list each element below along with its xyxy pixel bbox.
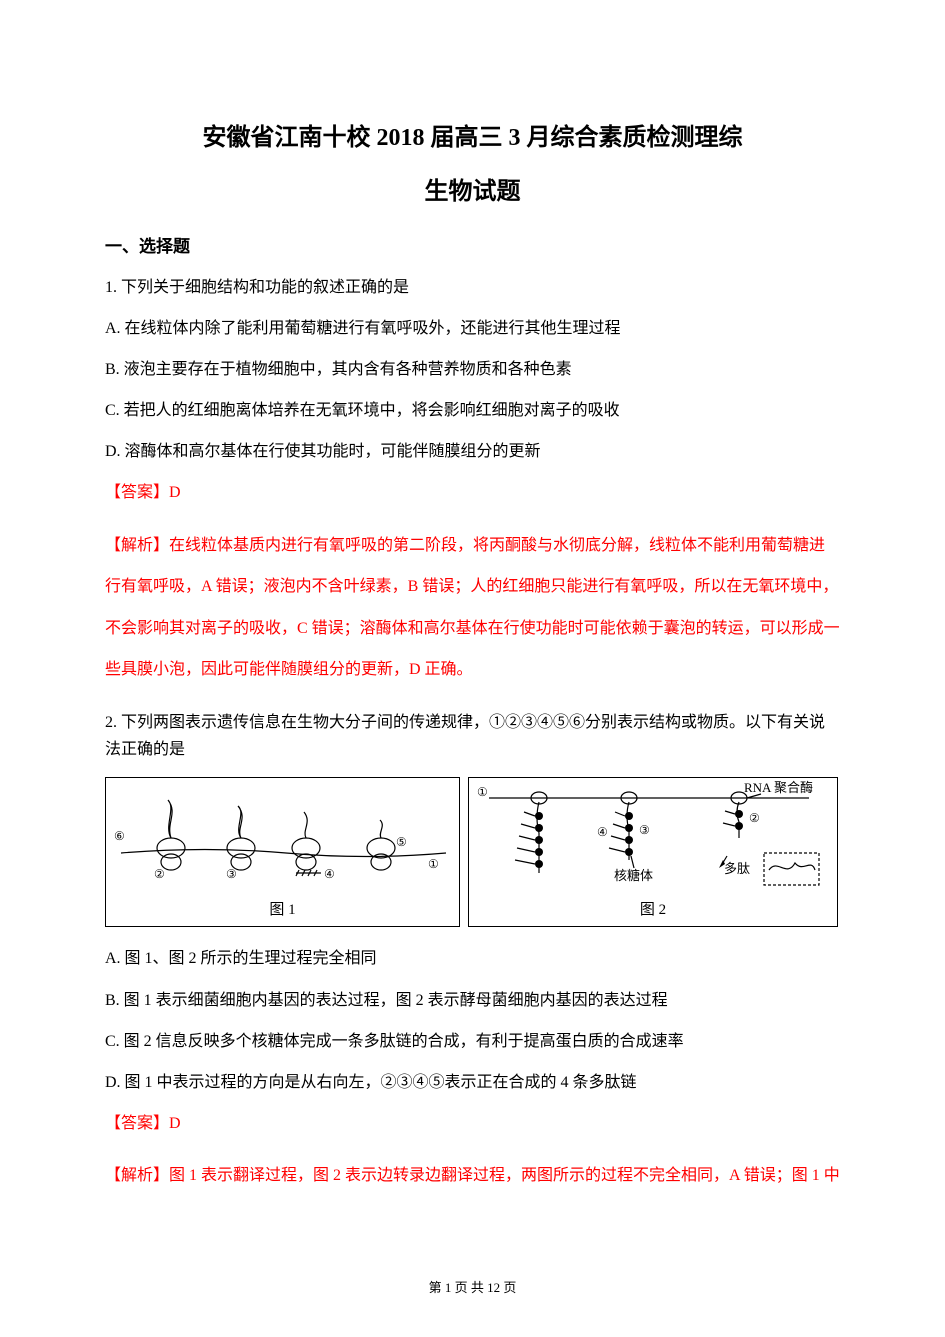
fig1-ribosome-4: ⑤ (367, 820, 407, 870)
doc-title-line1: 安徽省江南十校 2018 届高三 3 月综合素质检测理综 (105, 120, 840, 156)
fig1-rlabel-1: ② (154, 867, 165, 881)
q1-option-a: A. 在线粒体内除了能利用葡萄糖进行有氧呼吸外，还能进行其他生理过程 (105, 315, 840, 342)
fig2-group-3: ② (723, 802, 760, 838)
doc-title-line2: 生物试题 (105, 174, 840, 210)
fig1-rlabel-3: ④ (324, 867, 335, 881)
q1-analysis-text: 在线粒体基质内进行有氧呼吸的第二阶段，将丙酮酸与水彻底分解，线粒体不能利用葡萄糖… (105, 537, 840, 679)
q2-answer: 【答案】D (105, 1110, 840, 1137)
fig2-poly-label: 多肽 (724, 861, 750, 876)
fig1-label-1: ① (428, 857, 439, 871)
fig1-ribosome-3: ④ (292, 812, 335, 881)
q2-option-a: A. 图 1、图 2 所示的生理过程完全相同 (105, 945, 840, 972)
q1-answer-label: 【答案】 (105, 484, 169, 501)
q1-analysis: 【解析】在线粒体基质内进行有氧呼吸的第二阶段，将丙酮酸与水彻底分解，线粒体不能利… (105, 525, 840, 691)
footer-prefix: 第 (429, 1280, 445, 1295)
figure-row: ⑥ ① ② ③ (105, 777, 840, 927)
fig2-group-1 (515, 802, 543, 873)
q1-analysis-label: 【解析】 (105, 537, 169, 554)
q1-option-c: C. 若把人的红细胞离体培养在无氧环境中，将会影响红细胞对离子的吸收 (105, 397, 840, 424)
fig1-ribosome-1: ② (154, 800, 185, 881)
fig2-label-1: ① (477, 785, 488, 799)
figure-2: ① RNA 聚合酶 (468, 777, 838, 927)
q2-answer-label: 【答案】 (105, 1115, 169, 1132)
fig2-caption: 图 2 (640, 899, 666, 922)
figure-1: ⑥ ① ② ③ (105, 777, 460, 927)
q2-stem: 2. 下列两图表示遗传信息在生物大分子间的传递规律，①②③④⑤⑥分别表示结构或物… (105, 709, 840, 763)
fig1-caption: 图 1 (269, 899, 295, 922)
q1-answer: 【答案】D (105, 479, 840, 506)
q2-option-b: B. 图 1 表示细菌细胞内基因的表达过程，图 2 表示酵母菌细胞内基因的表达过… (105, 987, 840, 1014)
q2-analysis-label: 【解析】 (105, 1167, 169, 1184)
q2-analysis-text: 图 1 表示翻译过程，图 2 表示边转录边翻译过程，两图所示的过程不完全相同，A… (169, 1167, 840, 1184)
footer-suffix: 页 (500, 1280, 516, 1295)
fig2-label-2: ② (749, 811, 760, 825)
q1-option-b: B. 液泡主要存在于植物细胞中，其内含有各种营养物质和各种色素 (105, 356, 840, 383)
footer-mid: 页 共 (451, 1280, 487, 1295)
fig1-rlabel-2: ③ (226, 867, 237, 881)
figure-1-svg: ⑥ ① ② ③ (106, 778, 461, 908)
q2-option-d: D. 图 1 中表示过程的方向是从右向左，②③④⑤表示正在合成的 4 条多肽链 (105, 1069, 840, 1096)
fig2-group-2: ④ ③ (597, 802, 650, 860)
q1-answer-value: D (169, 484, 181, 501)
q2-answer-value: D (169, 1115, 181, 1132)
fig1-ribosome-2: ③ (226, 806, 255, 881)
section-heading: 一、选择题 (105, 234, 840, 260)
q1-stem: 1. 下列关于细胞结构和功能的叙述正确的是 (105, 274, 840, 301)
fig1-rlabel-4: ⑤ (396, 835, 407, 849)
fig2-label-rna-poly: RNA 聚合酶 (744, 780, 813, 795)
fig1-label-6: ⑥ (114, 829, 125, 843)
figure-2-svg: ① RNA 聚合酶 (469, 778, 839, 908)
fig2-label-4: ④ (597, 825, 608, 839)
q1-option-d: D. 溶酶体和高尔基体在行使其功能时，可能伴随膜组分的更新 (105, 438, 840, 465)
fig2-label-3: ③ (639, 823, 650, 837)
q2-option-c: C. 图 2 信息反映多个核糖体完成一条多肽链的合成，有利于提高蛋白质的合成速率 (105, 1028, 840, 1055)
q2-analysis: 【解析】图 1 表示翻译过程，图 2 表示边转录边翻译过程，两图所示的过程不完全… (105, 1155, 840, 1197)
fig2-ribo-label: 核糖体 (614, 868, 653, 883)
footer-total: 12 (487, 1280, 500, 1295)
page-footer: 第 1 页 共 12 页 (0, 1278, 945, 1298)
